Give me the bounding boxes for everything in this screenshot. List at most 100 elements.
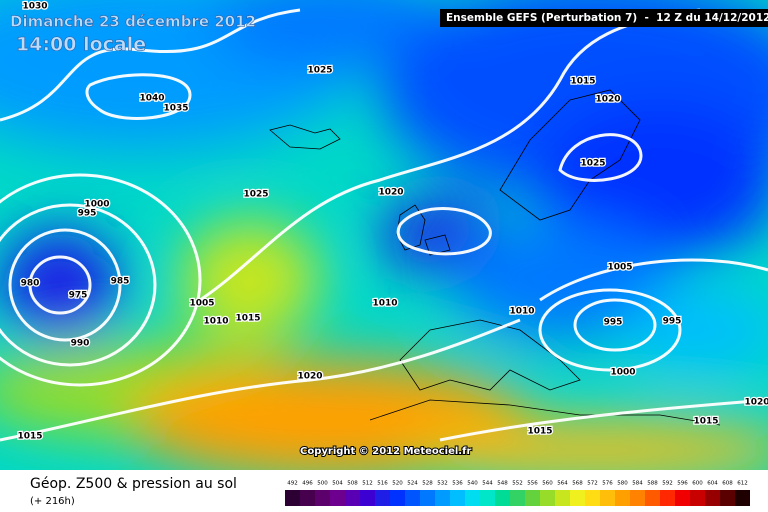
isobar-label: 1000 <box>610 368 635 378</box>
isobar-label: 1010 <box>203 317 228 327</box>
scale-label: 544 <box>482 481 493 487</box>
scale-swatch <box>510 490 525 506</box>
scale-swatch <box>585 490 600 506</box>
isobar-label: 1005 <box>189 299 214 309</box>
scale-label: 552 <box>512 481 523 487</box>
scale-label: 596 <box>677 481 688 487</box>
scale-label: 572 <box>587 481 598 487</box>
scale-label: 528 <box>422 481 433 487</box>
scale-swatch <box>435 490 450 506</box>
scale-swatch <box>615 490 630 506</box>
isobar <box>0 173 202 387</box>
isobar <box>0 318 521 442</box>
legend: 492 496 500 504 508 512 516 520 524 528 532 536 540 5… <box>285 481 750 506</box>
isobar <box>539 258 768 302</box>
run-label: Ensemble GEFS (Perturbation 7) - 12 Z du… <box>446 12 768 24</box>
isobar <box>573 298 657 352</box>
isobar-label: 995 <box>78 209 97 219</box>
scale-swatch <box>690 490 705 506</box>
scale-swatch <box>735 490 750 506</box>
scale-swatch <box>465 490 480 506</box>
scale-swatch <box>705 490 720 506</box>
scale-swatch <box>450 490 465 506</box>
scale-swatch <box>570 490 585 506</box>
isobar-label: 990 <box>71 339 90 349</box>
isobar <box>0 8 301 122</box>
scale-swatch <box>720 490 735 506</box>
scale-swatch <box>675 490 690 506</box>
scale-swatch <box>405 490 420 506</box>
isobar-label: 1015 <box>570 77 595 87</box>
scale-label: 532 <box>437 481 448 487</box>
isobar-label: 995 <box>604 318 623 328</box>
isobar <box>199 8 701 302</box>
scale-swatch <box>315 490 330 506</box>
europe-south <box>399 319 581 391</box>
africa-north <box>369 399 721 426</box>
scale-label: 500 <box>317 481 328 487</box>
scale-label: 512 <box>362 481 373 487</box>
scale-label: 524 <box>407 481 418 487</box>
copyright: Copyright © 2012 Meteociel.fr <box>300 446 471 457</box>
scale-label: 588 <box>647 481 658 487</box>
scale-label: 492 <box>287 481 298 487</box>
scale-label: 600 <box>692 481 703 487</box>
scale-swatch <box>345 490 360 506</box>
scale-label: 576 <box>602 481 613 487</box>
scale-swatch <box>300 490 315 506</box>
scale-label: 608 <box>722 481 733 487</box>
scale-label: 548 <box>497 481 508 487</box>
scale-swatch <box>600 490 615 506</box>
isobar-label: 1035 <box>163 104 188 114</box>
scale-swatch <box>540 490 555 506</box>
isobar-label: 1040 <box>139 94 164 104</box>
isobar-label: 1010 <box>509 307 534 317</box>
isobar-label: 1020 <box>595 95 620 105</box>
isobar-label: 1025 <box>307 66 332 76</box>
scale-label: 568 <box>572 481 583 487</box>
scale-label: 504 <box>332 481 343 487</box>
scale-swatch <box>330 490 345 506</box>
scale-swatch <box>360 490 375 506</box>
blob <box>540 100 768 260</box>
isobar-label: 1015 <box>235 314 260 324</box>
isobar <box>558 133 643 182</box>
scale-label: 592 <box>662 481 673 487</box>
footer-title: Géop. Z500 & pression au sol <box>30 476 237 492</box>
scale-label: 560 <box>542 481 553 487</box>
scale-label: 612 <box>737 481 748 487</box>
isobar <box>85 73 192 120</box>
blob <box>0 230 120 340</box>
blob <box>180 220 320 340</box>
scale-swatch <box>630 490 645 506</box>
scale-swatch <box>480 490 495 506</box>
scale-label: 580 <box>617 481 628 487</box>
scale-label: 516 <box>377 481 388 487</box>
isobar-label: 1020 <box>378 188 403 198</box>
scale-swatch <box>390 490 405 506</box>
scale-label: 564 <box>557 481 568 487</box>
run-box <box>440 9 768 27</box>
isobar-label: 1025 <box>243 190 268 200</box>
isobar-label: 1015 <box>17 432 42 442</box>
isobar <box>538 288 682 372</box>
blob <box>450 220 670 340</box>
scale-swatch <box>555 490 570 506</box>
scale-label: 496 <box>302 481 313 487</box>
scale-label: 604 <box>707 481 718 487</box>
isobar <box>28 255 92 315</box>
scale-swatch <box>285 490 300 506</box>
isobar-label: 1020 <box>744 398 768 408</box>
isobar <box>0 203 157 367</box>
isobar <box>439 398 768 442</box>
footer-lead: (+ 216h) <box>30 496 75 507</box>
scale-swatch <box>420 490 435 506</box>
isobars <box>0 8 768 442</box>
scale-label: 536 <box>452 481 463 487</box>
isobar <box>8 228 122 342</box>
date: Dimanche 23 décembre 2012 <box>10 13 256 31</box>
isobar-label: 980 <box>21 279 40 289</box>
isobar-label: 1015 <box>693 417 718 427</box>
